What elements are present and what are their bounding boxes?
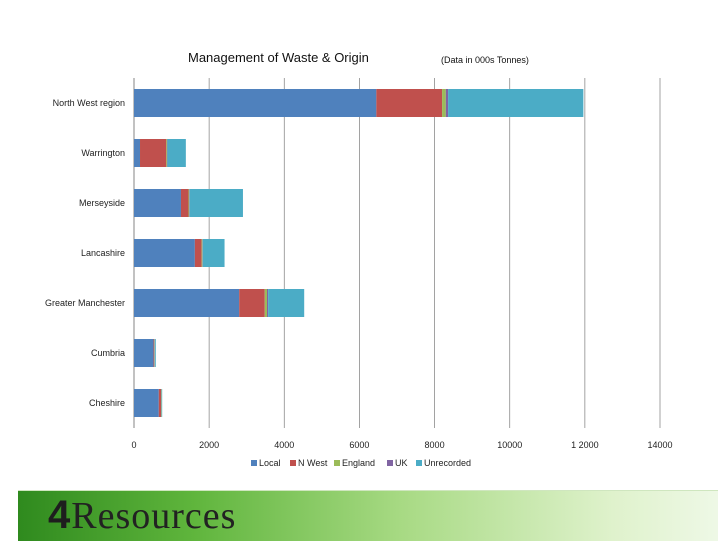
x-tick-label: 2000 <box>199 440 219 450</box>
x-tick-label: 8000 <box>425 440 445 450</box>
bar-england-warrington <box>166 139 167 167</box>
x-tick-label: 1 2000 <box>571 440 599 450</box>
legend: Local N West England UK Unrecorded <box>251 458 471 468</box>
x-tick-label: 10000 <box>497 440 522 450</box>
bar-n-west-lancashire <box>195 239 202 267</box>
bar-unrecorded-lancashire <box>203 239 225 267</box>
chart-title: Management of Waste & Origin <box>188 50 369 65</box>
bar-unrecorded-merseyside <box>190 189 243 217</box>
resources-logo: 4Resources <box>48 493 236 538</box>
legend-label-unrecorded: Unrecorded <box>424 458 471 468</box>
x-tick-label: 0 <box>131 440 136 450</box>
legend-label-uk: UK <box>395 458 408 468</box>
bar-unrecorded-greater-manchester <box>268 289 304 317</box>
legend-swatch-england <box>334 460 340 466</box>
bar-unrecorded-cheshire <box>162 389 163 417</box>
bar-local-greater-manchester <box>134 289 239 317</box>
chart: Management of Waste & Origin (Data in 00… <box>0 0 720 490</box>
category-label: Cheshire <box>89 398 125 408</box>
category-label: Warrington <box>81 148 125 158</box>
category-label: North West region <box>53 98 125 108</box>
bar-n-west-cumbria <box>154 339 155 367</box>
bar-n-west-north-west-region <box>376 89 442 117</box>
bar-n-west-warrington <box>140 139 166 167</box>
category-label: Merseyside <box>79 198 125 208</box>
bar-local-north-west-region <box>134 89 376 117</box>
logo-number: 4 <box>48 493 71 537</box>
bar-local-warrington <box>134 139 140 167</box>
bar-local-cumbria <box>134 339 154 367</box>
bar-local-cheshire <box>134 389 159 417</box>
legend-label-n-west: N West <box>298 458 328 468</box>
legend-swatch-uk <box>387 460 393 466</box>
bars <box>134 89 583 417</box>
x-axis-ticks: 0 2000 4000 6000 8000 10000 1 2000 14000 <box>131 440 672 450</box>
bar-n-west-cheshire <box>159 389 161 417</box>
legend-label-local: Local <box>259 458 281 468</box>
legend-swatch-unrecorded <box>416 460 422 466</box>
bar-n-west-merseyside <box>181 189 189 217</box>
bar-england-merseyside <box>188 189 189 217</box>
x-tick-label: 6000 <box>349 440 369 450</box>
category-labels: North West region Warrington Merseyside Lan… <box>45 98 125 408</box>
bar-unrecorded-cumbria <box>155 339 156 367</box>
bar-local-lancashire <box>134 239 195 267</box>
category-label: Cumbria <box>91 348 125 358</box>
bar-local-merseyside <box>134 189 181 217</box>
legend-swatch-n-west <box>290 460 296 466</box>
category-label: Lancashire <box>81 248 125 258</box>
bar-unrecorded-warrington <box>167 139 185 167</box>
bar-england-north-west-region <box>442 89 446 117</box>
bar-n-west-greater-manchester <box>239 289 265 317</box>
x-tick-label: 14000 <box>647 440 672 450</box>
bar-england-greater-manchester <box>265 289 267 317</box>
legend-label-england: England <box>342 458 375 468</box>
bar-uk-greater-manchester <box>267 289 268 317</box>
x-tick-label: 4000 <box>274 440 294 450</box>
category-label: Greater Manchester <box>45 298 125 308</box>
chart-subtitle: (Data in 000s Tonnes) <box>441 55 529 65</box>
legend-swatch-local <box>251 460 257 466</box>
logo-word: Resources <box>71 495 236 537</box>
bar-uk-north-west-region <box>446 89 448 117</box>
bar-england-lancashire <box>202 239 203 267</box>
bar-unrecorded-north-west-region <box>448 89 583 117</box>
footer-banner: 4Resources <box>18 490 718 541</box>
